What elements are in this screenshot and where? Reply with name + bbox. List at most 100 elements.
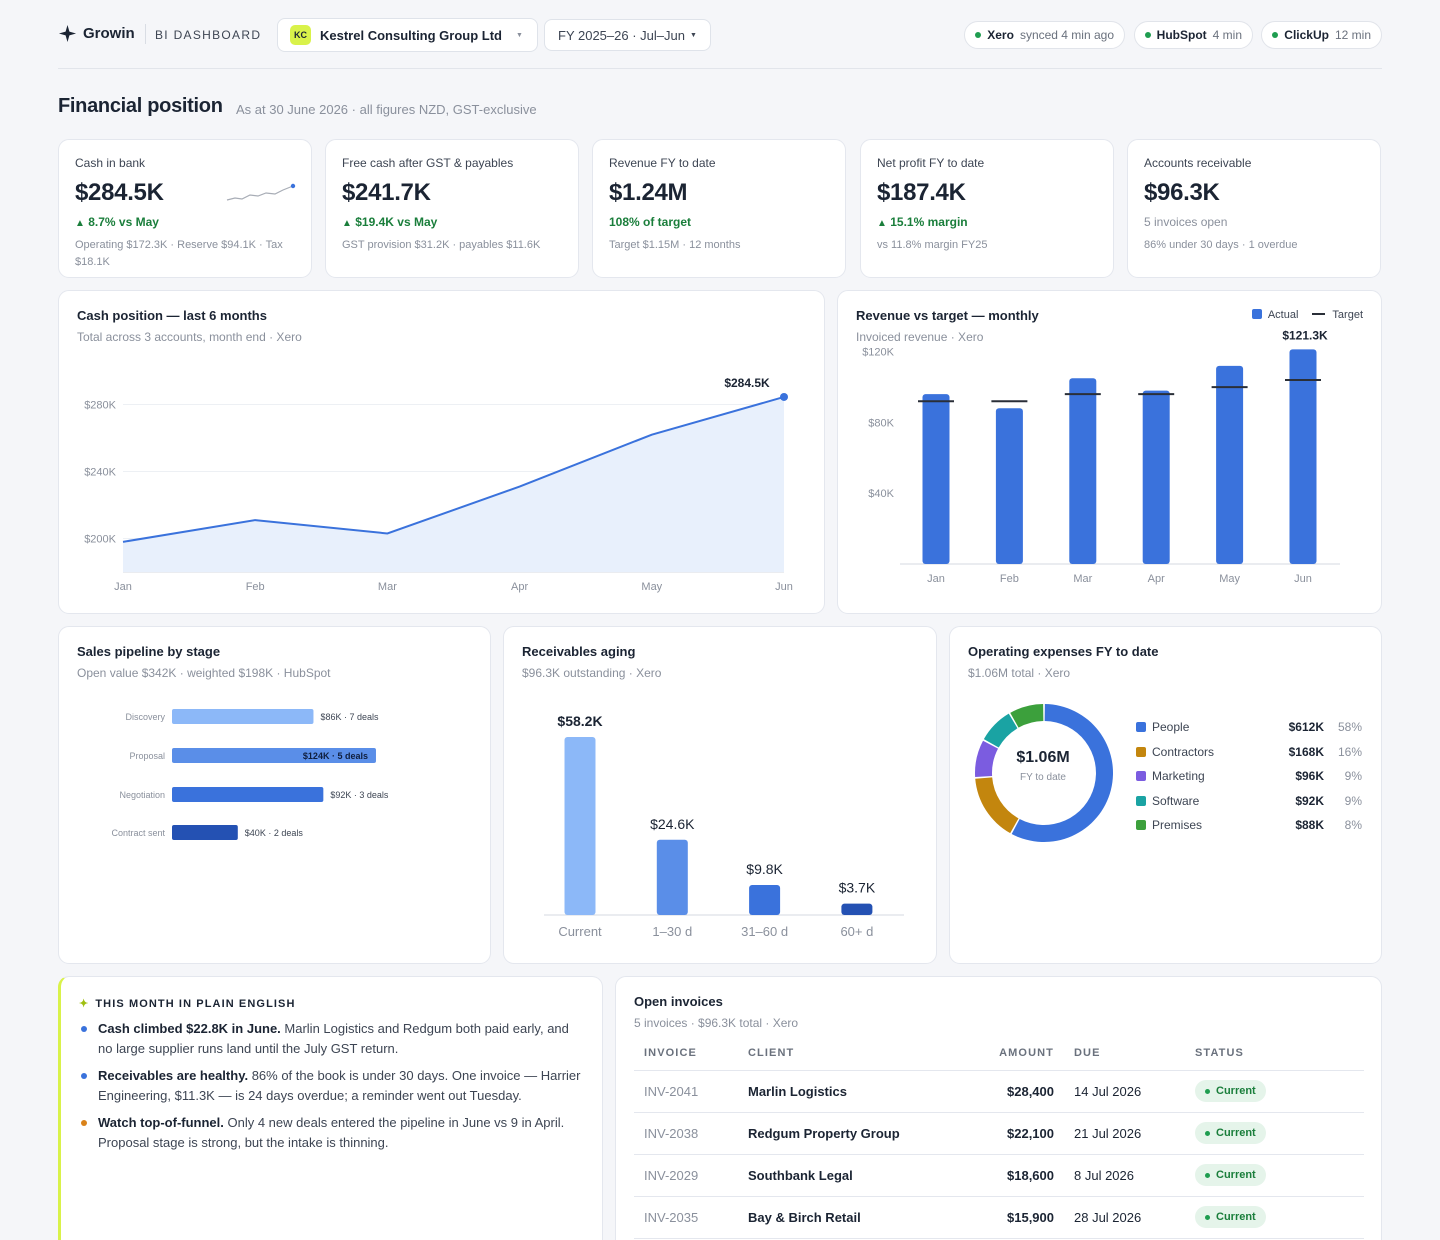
kpi-card-cash[interactable]: Cash in bank $284.5K ▲ 8.7% vs May Opera… [58,139,312,278]
y-tick-label: $120K [862,347,894,359]
sync-status-hubspot[interactable]: HubSpot 4 min [1133,21,1253,49]
legend-actual: Actual [1251,309,1298,321]
kpi-card-receivables[interactable]: Accounts receivable $96.3K 5 invoices op… [1127,139,1381,278]
kpi-note: 86% under 30 days · 1 overdue [1144,239,1298,251]
area-fill [123,396,784,572]
aging-bar [749,885,781,915]
bar-actual [922,394,950,564]
x-tick-label: Jan [927,573,945,585]
sync-time: synced 4 min ago [1019,28,1114,42]
card-title: Receivables aging [522,644,636,659]
invoice-amount: $18,600 [966,1154,1064,1197]
legend-row: Premises $88K 8% [1136,813,1362,838]
x-tick-label: Feb [246,581,265,593]
sync-status-xero[interactable]: Xero synced 4 min ago [964,21,1125,49]
app-logo[interactable]: Growin [58,24,135,43]
sync-time: 4 min [1212,28,1242,42]
chevron-down-icon: ▼ [516,31,523,39]
legend-swatch [1136,746,1146,757]
sparkline [226,183,296,201]
card-subtitle: 5 invoices · $96.3K total · Xero [634,1016,799,1030]
arrow-up-icon: ▲ [342,218,352,229]
x-tick-label: Mar [378,581,397,593]
plain-english-card: ✦ THIS MONTH IN PLAIN ENGLISH Cash climbe… [58,976,603,1240]
x-tick-label: 1–30 d [652,924,692,939]
card-title: Sales pipeline by stage [77,644,221,659]
status-badge: Current [1195,1206,1266,1228]
plain-english-list: Cash climbed $22.8K in June. Marlin Logi… [79,1019,582,1160]
arrow-up-icon: ▲ [877,218,887,229]
status-dot-icon [1205,1214,1210,1220]
due-date: 8 Jul 2026 [1064,1154,1185,1197]
data-label: $92K · 3 deals [330,790,389,800]
cash-position-card: Cash position — last 6 months Total acro… [58,290,825,614]
table-row[interactable]: INV-2038 Redgum Property Group $22,100 21 J… [634,1112,1364,1155]
legend-row: Software $92K 9% [1136,789,1362,814]
table-row[interactable]: INV-2029 Southbank Legal $18,600 8 Jul 2026… [634,1154,1364,1197]
sync-status-clickup[interactable]: ClickUp 12 min [1261,21,1382,49]
client-selector[interactable]: KC Kestrel Consulting Group Ltd ▼ [277,18,538,52]
client-name: Bay & Birch Retail [738,1196,966,1239]
kpi-note: vs 11.8% margin FY25 [877,239,988,251]
status-dot-icon [1205,1130,1210,1136]
insight-text: Only 4 new deals entered the pipeline in… [98,1115,565,1150]
status-dot-icon [1205,1088,1210,1094]
table-header-row: INVOICE CLIENT AMOUNT DUE STATUS [634,1037,1364,1071]
card-subtitle: Open value $342K · weighted $198K · HubS… [77,666,331,680]
x-tick-label: May [1219,573,1240,585]
x-tick-label: Feb [1000,573,1019,585]
status-text: Current [1216,1211,1256,1223]
column-header-status[interactable]: STATUS [1185,1037,1364,1071]
invoice-amount: $15,900 [966,1196,1064,1239]
legend-percent: 16% [1337,744,1362,759]
table-row[interactable]: INV-2041 Marlin Logistics $28,400 14 Jul 20… [634,1070,1364,1113]
x-tick-label: Jun [1294,573,1312,585]
legend-swatch [1136,722,1146,733]
kpi-value: $241.7K [342,179,431,206]
x-tick-label: 31–60 d [741,924,788,939]
data-label: $3.7K [839,880,876,896]
kpi-delta: ▲ 15.1% margin [877,215,1097,229]
donut-slice [975,740,999,778]
pipeline-bar [172,787,324,802]
kpi-card-free-cash[interactable]: Free cash after GST & payables $241.7K ▲… [325,139,579,278]
y-tick-label: Discovery [125,712,165,722]
due-date: 21 Jul 2026 [1064,1112,1185,1155]
status-cell: Current [1185,1070,1364,1113]
column-header-due[interactable]: DUE [1064,1037,1185,1071]
kpi-delta: 108% of target [609,215,692,229]
legend-percent: 9% [1344,769,1362,784]
legend-name: Marketing [1152,769,1205,784]
kpi-card-revenue[interactable]: Revenue FY to date $1.24M 108% of target… [592,139,846,278]
section-label: BI DASHBOARD [155,28,262,42]
kpi-card-net-profit[interactable]: Net profit FY to date $187.4K ▲ 15.1% ma… [860,139,1114,278]
aging-bar-chart: $58.2K Current $24.6K 1–30 d $9.8K 31–60 d $3.… [544,713,904,939]
column-header-amount[interactable]: AMOUNT [966,1037,1064,1071]
column-header-invoice[interactable]: INVOICE [634,1037,738,1071]
client-name: Marlin Logistics [738,1070,966,1113]
period-selector[interactable]: FY 2025–26 · Jul–Jun ▼ [544,19,711,51]
legend-swatch [1136,795,1146,806]
insight-lead: Watch top-of-funnel. [98,1115,224,1130]
x-tick-label: Mar [1073,573,1092,585]
table-row[interactable]: INV-2035 Bay & Birch Retail $15,900 28 Jul … [634,1196,1364,1239]
bar-actual [1289,349,1317,564]
x-tick-label: Apr [1148,573,1165,585]
column-header-client[interactable]: CLIENT [738,1037,966,1071]
legend-target: Target [1312,309,1363,321]
cash-line-chart: $200K $240K $280K Jan Feb Mar Apr May Jun $284.5K [84,376,793,593]
kpi-note: GST provision $31.2K · payables $11.6K [342,239,541,251]
status-dot-icon [1205,1172,1210,1178]
plain-english-title: ✦ THIS MONTH IN PLAIN ENGLISH [79,998,296,1010]
kpi-label: Cash in bank [75,156,146,170]
period-label: FY 2025–26 · Jul–Jun [558,27,685,43]
card-title: Operating expenses FY to date [968,644,1159,659]
card-subtitle: $1.06M total · Xero [968,666,1071,680]
due-date: 28 Jul 2026 [1064,1196,1185,1239]
open-invoices-card: Open invoices 5 invoices · $96.3K total … [615,976,1382,1240]
insight-item: Cash climbed $22.8K in June. Marlin Logi… [79,1019,582,1058]
bullet-icon [81,1026,87,1032]
app-name: Growin [83,25,135,42]
legend-row: Contractors $168K 16% [1136,740,1362,765]
kpi-value: $187.4K [877,179,966,206]
